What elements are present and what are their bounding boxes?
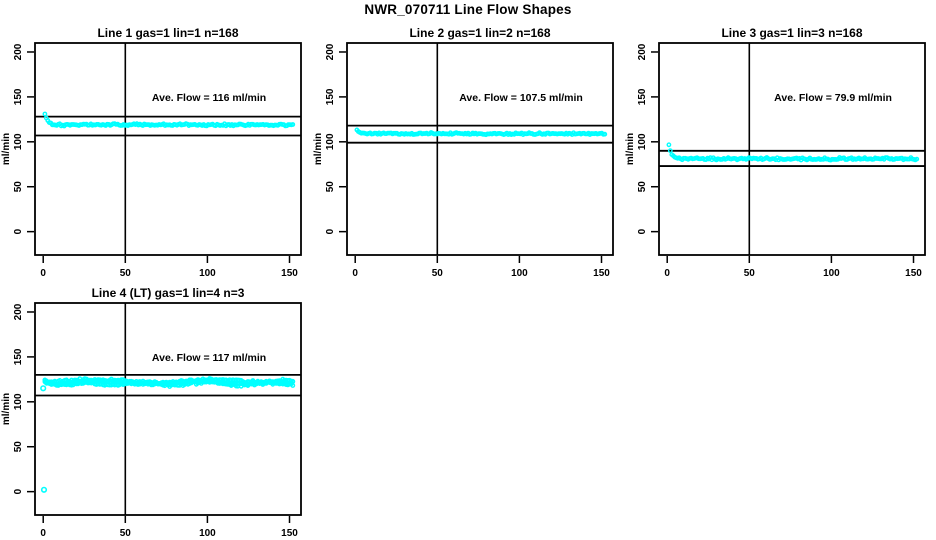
plot-box — [34, 42, 302, 256]
data-point — [267, 379, 272, 385]
y-tick-label: 100 — [637, 133, 648, 150]
outlier-point — [40, 486, 48, 493]
y-tick-label: 200 — [13, 43, 24, 60]
y-tick-label: 100 — [13, 393, 24, 410]
y-tick-label: 150 — [13, 88, 24, 105]
x-tick-label: 100 — [511, 268, 528, 279]
x-tick-label: 100 — [823, 268, 840, 279]
y-tick-label: 50 — [13, 441, 24, 453]
y-tick-label: 0 — [637, 228, 648, 234]
y-tick-label: 100 — [325, 133, 336, 150]
subplot-line-1: Line 1 gas=1 lin=1 n=168 0 50 100 150 0 50 100 1… — [1, 26, 302, 279]
x-tick-label: 150 — [593, 268, 610, 279]
y-axis-label: ml/min — [625, 133, 636, 165]
x-tick-label: 150 — [905, 268, 922, 279]
y-tick-label: 150 — [325, 88, 336, 105]
y-tick-label: 200 — [325, 43, 336, 60]
y-tick-label: 150 — [637, 88, 648, 105]
y-axis-label: ml/min — [313, 133, 324, 165]
data-series-line4-run3 — [42, 376, 296, 388]
y-tick-label: 50 — [637, 181, 648, 193]
y-tick-label: 50 — [325, 181, 336, 193]
y-tick-label: 0 — [325, 228, 336, 234]
y-tick-label: 200 — [13, 303, 24, 320]
average-flow-annotation: Ave. Flow = 116 ml/min — [152, 92, 266, 104]
y-tick-label: 0 — [13, 488, 24, 494]
average-flow-annotation: Ave. Flow = 107.5 ml/min — [459, 92, 583, 104]
average-flow-annotation: Ave. Flow = 117 ml/min — [152, 352, 266, 364]
subplot-line-4: Line 4 (LT) gas=1 lin=4 n=3 0 50 100 150 0 50 1… — [1, 286, 302, 539]
x-tick-label: 50 — [432, 268, 444, 279]
data-point — [602, 131, 608, 137]
subplot-line-2: Line 2 gas=1 lin=2 n=168 0 50 100 150 0 50 100 1… — [313, 26, 614, 279]
x-tick-label: 0 — [352, 268, 358, 279]
x-tick-label: 100 — [199, 528, 216, 539]
plot-box — [34, 302, 302, 516]
figure-title: NWR_070711 Line Flow Shapes — [364, 2, 572, 17]
x-tick-label: 150 — [281, 528, 298, 539]
data-series-line3-flow — [666, 142, 920, 163]
data-series-line1-flow — [42, 111, 296, 129]
y-tick-label: 100 — [13, 133, 24, 150]
x-tick-label: 100 — [199, 268, 216, 279]
x-tick-label: 0 — [40, 268, 46, 279]
y-tick-label: 150 — [13, 348, 24, 365]
y-tick-label: 0 — [13, 228, 24, 234]
panel-grid: Line 1 gas=1 lin=1 n=168 0 50 100 150 0 50 100 1… — [0, 20, 936, 540]
data-point — [42, 111, 48, 117]
x-tick-label: 50 — [120, 268, 132, 279]
panel-title: Line 3 gas=1 lin=3 n=168 — [721, 26, 862, 40]
x-tick-label: 50 — [744, 268, 756, 279]
data-point — [914, 156, 920, 162]
outlier-point — [40, 385, 47, 392]
x-tick-label: 150 — [281, 268, 298, 279]
subplot-line-3: Line 3 gas=1 lin=3 n=168 0 50 100 150 0 50 100 1… — [625, 26, 926, 279]
data-point — [666, 142, 672, 148]
plot-box — [346, 42, 614, 256]
x-tick-label: 0 — [664, 268, 670, 279]
plot-box — [658, 42, 926, 256]
y-axis-label: ml/min — [1, 393, 12, 425]
data-point — [290, 379, 296, 385]
data-point — [667, 148, 673, 154]
panel-title: Line 1 gas=1 lin=1 n=168 — [97, 26, 238, 40]
y-tick-label: 200 — [637, 43, 648, 60]
data-point — [290, 122, 296, 127]
panel-title: Line 4 (LT) gas=1 lin=4 n=3 — [92, 286, 245, 300]
x-tick-label: 0 — [40, 528, 46, 539]
average-flow-annotation: Ave. Flow = 79.9 ml/min — [774, 92, 892, 104]
data-series-line2-flow — [354, 127, 608, 138]
y-axis-label: ml/min — [1, 133, 12, 165]
x-tick-label: 50 — [120, 528, 132, 539]
panel-title: Line 2 gas=1 lin=2 n=168 — [409, 26, 550, 40]
y-tick-label: 50 — [13, 181, 24, 193]
